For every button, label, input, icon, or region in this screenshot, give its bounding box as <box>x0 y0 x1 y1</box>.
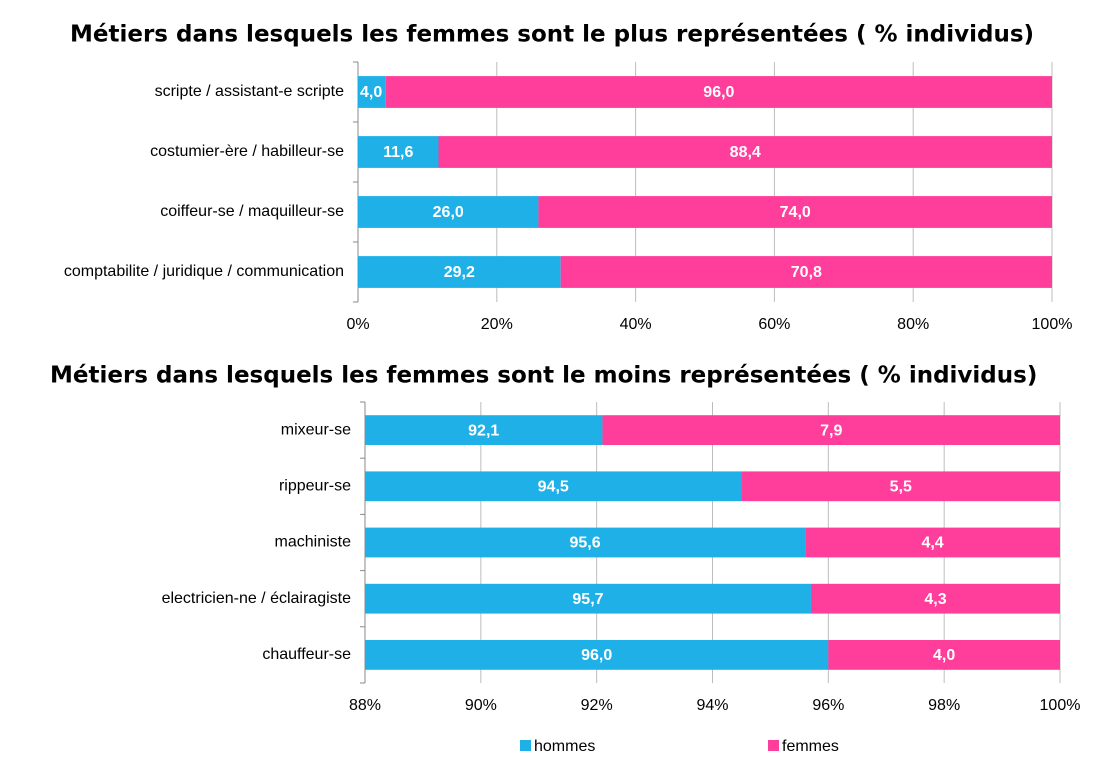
x-tick-label: 100% <box>1032 316 1073 333</box>
value-label: 4,4 <box>921 535 943 552</box>
legend-swatch <box>520 740 531 751</box>
y-tick-label: electricien-ne / éclairagiste <box>162 590 352 607</box>
x-tick-label: 94% <box>696 697 728 714</box>
bar-segment <box>385 76 1052 108</box>
chart-title: Métiers dans lesquels les femmes sont le… <box>70 22 1034 48</box>
x-tick-label: 40% <box>620 316 652 333</box>
x-tick-label: 100% <box>1040 697 1081 714</box>
bar-segment <box>602 415 1060 445</box>
bar-segment <box>438 136 1052 168</box>
value-label: 94,5 <box>538 479 569 496</box>
value-label: 92,1 <box>468 422 499 439</box>
value-label: 5,5 <box>890 479 912 496</box>
x-tick-label: 80% <box>897 316 929 333</box>
bar-segment <box>805 527 1060 558</box>
bar-segment <box>538 196 1052 228</box>
value-label: 70,8 <box>791 264 822 281</box>
value-label: 11,6 <box>383 144 413 161</box>
value-label: 4,0 <box>933 647 955 664</box>
bar-segment <box>358 76 386 108</box>
y-tick-label: comptabilite / juridique / communication <box>64 263 344 280</box>
value-label: 7,9 <box>820 422 842 439</box>
value-label: 96,0 <box>703 84 734 101</box>
y-tick-label: scripte / assistant-e scripte <box>155 83 345 100</box>
value-label: 26,0 <box>433 204 464 221</box>
bar-segment <box>358 196 539 228</box>
bar-segment <box>358 256 561 288</box>
bar-segment <box>365 640 829 670</box>
value-label: 88,4 <box>730 144 761 161</box>
x-tick-label: 98% <box>928 697 960 714</box>
bar-segment <box>365 527 806 558</box>
legend-swatch <box>768 740 779 751</box>
y-tick-label: machiniste <box>275 534 352 551</box>
value-label: 95,6 <box>570 535 601 552</box>
x-tick-label: 90% <box>465 697 497 714</box>
legend-label: hommes <box>534 738 595 755</box>
y-tick-label: costumier-ère / habilleur-se <box>150 143 344 160</box>
x-tick-label: 20% <box>481 316 513 333</box>
bar-segment <box>810 583 1060 614</box>
x-tick-label: 96% <box>812 697 844 714</box>
value-label: 4,3 <box>924 591 946 608</box>
y-tick-label: rippeur-se <box>279 478 351 495</box>
value-label: 74,0 <box>780 204 811 221</box>
bar-segment <box>741 471 1060 502</box>
y-tick-label: coiffeur-se / maquilleur-se <box>160 203 344 220</box>
bar-segment <box>365 583 811 614</box>
x-tick-label: 92% <box>581 697 613 714</box>
value-label: 29,2 <box>444 264 475 281</box>
y-tick-label: chauffeur-se <box>262 646 351 663</box>
chart-title: Métiers dans lesquels les femmes sont le… <box>50 363 1037 389</box>
x-tick-label: 88% <box>349 697 381 714</box>
bar-segment <box>358 136 439 168</box>
y-tick-label: mixeur-se <box>281 421 351 438</box>
bar-segment <box>828 640 1060 670</box>
value-label: 4,0 <box>360 84 382 101</box>
x-tick-label: 60% <box>758 316 790 333</box>
x-tick-label: 0% <box>346 316 369 333</box>
bar-segment <box>560 256 1052 288</box>
value-label: 95,7 <box>572 591 603 608</box>
bar-segment <box>365 415 603 445</box>
bar-segment <box>365 471 742 502</box>
legend-label: femmes <box>782 738 839 755</box>
value-label: 96,0 <box>581 647 612 664</box>
